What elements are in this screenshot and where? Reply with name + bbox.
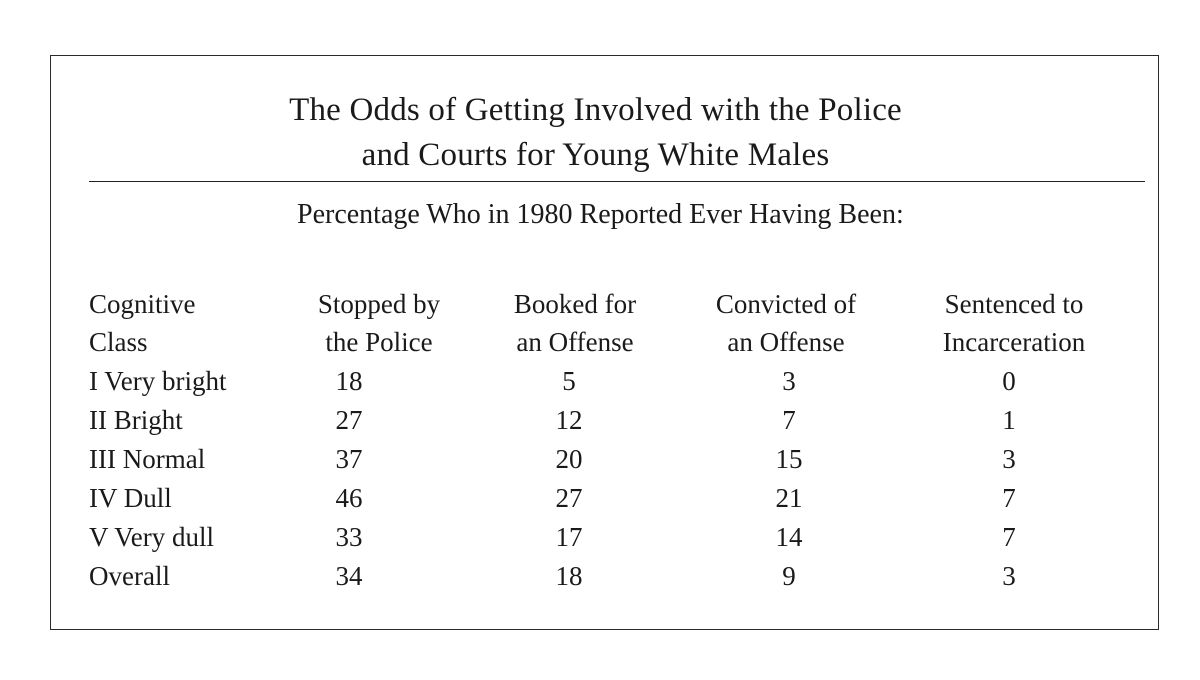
header-convicted-line-1: Convicted of <box>715 289 857 319</box>
cell-stopped: 33 <box>335 522 363 552</box>
header-cognitive-class-line-1: Cognitive <box>89 289 196 319</box>
cell-stopped: 46 <box>335 483 363 513</box>
header-sentenced-line-2: Incarceration <box>942 327 1086 357</box>
table-title-line-2: and Courts for Young White Males <box>361 137 830 173</box>
cell-booked: 12 <box>555 405 583 435</box>
cell-stopped: 37 <box>335 444 363 474</box>
row-label-very-dull: V Very dull <box>89 522 215 552</box>
table-title-line-1: The Odds of Getting Involved with the Po… <box>289 92 902 128</box>
table-frame: The Odds of Getting Involved with the Po… <box>50 55 1159 630</box>
cell-sentenced: 7 <box>1002 522 1016 552</box>
row-label-dull: IV Dull <box>89 483 172 513</box>
cell-sentenced: 1 <box>1002 405 1016 435</box>
cell-stopped: 27 <box>335 405 363 435</box>
header-sentenced-line-1: Sentenced to <box>944 289 1084 319</box>
cell-convicted: 3 <box>782 366 796 396</box>
header-booked-line-2: an Offense <box>516 327 634 357</box>
cell-sentenced: 0 <box>1002 366 1016 396</box>
cell-convicted: 9 <box>782 561 796 591</box>
cell-convicted: 7 <box>782 405 796 435</box>
header-stopped-line-1: Stopped by <box>317 289 441 319</box>
cell-sentenced: 7 <box>1002 483 1016 513</box>
header-booked-line-1: Booked for <box>513 289 637 319</box>
row-label-overall: Overall <box>89 561 170 591</box>
title-divider <box>89 181 1145 182</box>
cell-booked: 27 <box>555 483 583 513</box>
cell-booked: 20 <box>555 444 583 474</box>
cell-sentenced: 3 <box>1002 561 1016 591</box>
header-convicted-line-2: an Offense <box>727 327 845 357</box>
header-cognitive-class-line-2: Class <box>89 327 148 357</box>
header-stopped-line-2: the Police <box>325 327 433 357</box>
cell-stopped: 18 <box>335 366 363 396</box>
cell-sentenced: 3 <box>1002 444 1016 474</box>
cell-convicted: 15 <box>775 444 803 474</box>
cell-convicted: 21 <box>775 483 803 513</box>
cell-booked: 5 <box>562 366 576 396</box>
row-label-bright: II Bright <box>89 405 183 435</box>
table-subheading: Percentage Who in 1980 Reported Ever Hav… <box>297 199 904 230</box>
cell-stopped: 34 <box>335 561 363 591</box>
row-label-normal: III Normal <box>89 444 206 474</box>
cell-convicted: 14 <box>775 522 803 552</box>
cell-booked: 17 <box>555 522 583 552</box>
row-label-very-bright: I Very bright <box>89 366 227 396</box>
cell-booked: 18 <box>555 561 583 591</box>
